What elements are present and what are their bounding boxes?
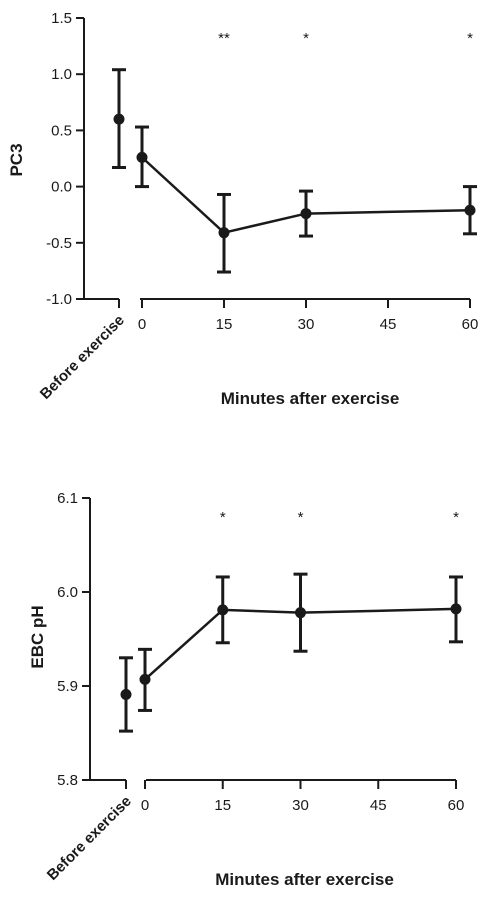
x-tick-label: 15 [214,797,231,814]
significance-marker: ** [218,30,230,47]
x-axis-title: Minutes after exercise [215,870,394,889]
x-tick-label: 0 [141,797,149,814]
y-tick-label: 6.0 [57,584,78,601]
significance-marker: * [467,30,473,47]
chart-pc3: 1.5 1.0 0.5 0.0 -0.5 -1.0 Before exercise 0 15 30… [7,10,478,408]
significance-marker: * [298,509,304,526]
x-tick-label: 0 [138,316,146,333]
y-tick-label: 0.0 [51,179,72,196]
y-tick-label: 5.8 [57,772,78,789]
x-tick-label: 60 [448,797,465,814]
series-line [141,156,471,235]
y-tick-label: 1.0 [51,66,72,83]
y-tick-label: 1.5 [51,10,72,27]
y-tick-label: -0.5 [46,235,72,252]
data-point [136,151,148,163]
y-tick-label: 0.5 [51,122,72,139]
significance-marker: * [303,30,309,47]
significance-marker: * [453,509,459,526]
y-tick-label: 6.1 [57,490,78,507]
x-tick-label: 30 [298,316,315,333]
baseline-label: Before exercise [37,312,128,403]
x-tick-label: 45 [370,797,387,814]
data-point [139,673,151,685]
significance-marker: * [220,509,226,526]
data-point [295,607,306,619]
x-tick-label: 15 [216,316,233,333]
series-line [144,607,457,681]
x-tick-label: 30 [292,797,309,814]
data-point [450,603,462,615]
data-point [300,208,312,220]
y-tick-label: 5.9 [57,678,78,695]
chart-ebc-ph: 6.1 6.0 5.9 5.8 Before exercise 0 15 30 45 60 Minu… [28,490,464,889]
data-point [464,204,476,216]
y-axis-title: EBC pH [28,605,47,668]
data-point [218,227,230,239]
y-tick-label: -1.0 [46,291,72,308]
data-point [217,604,229,616]
baseline-label: Before exercise [44,793,135,884]
baseline-point [120,688,132,700]
x-tick-label: 60 [462,316,479,333]
baseline-point [113,113,125,125]
y-axis-title: PC3 [7,143,26,176]
x-tick-label: 45 [380,316,397,333]
x-axis-title: Minutes after exercise [221,389,400,408]
